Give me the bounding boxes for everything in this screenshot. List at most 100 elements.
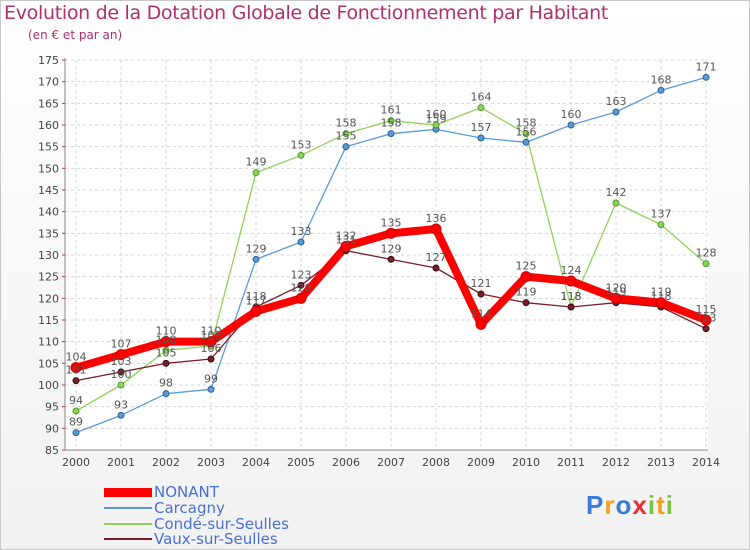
data-point	[610, 292, 622, 304]
logo-letter: i	[647, 490, 657, 520]
data-label: 120	[291, 281, 312, 294]
data-point	[387, 117, 395, 125]
data-point	[342, 130, 350, 138]
logo-letter: r	[604, 490, 616, 520]
data-point	[162, 390, 170, 398]
data-point	[612, 108, 620, 116]
y-tick-label: 170	[38, 76, 59, 89]
data-point	[297, 151, 305, 159]
data-label: 127	[426, 251, 447, 264]
data-point	[72, 377, 80, 385]
data-label: 153	[291, 138, 312, 151]
data-label: 159	[426, 112, 447, 125]
data-label: 93	[114, 398, 128, 411]
data-label: 136	[426, 212, 447, 225]
data-label: 142	[606, 186, 627, 199]
y-tick-label: 150	[38, 162, 59, 175]
legend-swatch	[104, 523, 152, 525]
data-label: 119	[516, 286, 537, 299]
logo-letter: P	[586, 490, 605, 520]
data-label: 160	[561, 108, 582, 121]
data-label: 118	[246, 290, 267, 303]
data-label: 110	[156, 325, 177, 338]
data-point	[205, 336, 217, 348]
data-label: 158	[381, 117, 402, 130]
legend-swatch	[104, 487, 152, 497]
data-label: 149	[246, 156, 267, 169]
data-label: 129	[246, 242, 267, 255]
data-label: 109	[201, 329, 222, 342]
legend-item-conde-sur-seulles: Condé-sur-Seulles	[104, 515, 289, 533]
data-point	[117, 368, 125, 376]
data-label: 171	[696, 60, 717, 73]
data-label: 118	[561, 290, 582, 303]
data-label: 103	[111, 355, 132, 368]
y-tick-label: 140	[38, 206, 59, 219]
x-tick-label: 2010	[512, 456, 540, 469]
data-label: 156	[516, 125, 537, 138]
x-tick-label: 2005	[287, 456, 315, 469]
data-point	[655, 297, 667, 309]
data-label: 125	[516, 260, 537, 273]
data-label: 132	[336, 229, 357, 242]
y-tick-label: 120	[38, 292, 59, 305]
legend-item-carcagny: Carcagny	[104, 499, 225, 517]
data-label: 131	[336, 234, 357, 247]
chart-subtitle: (en € et par an)	[28, 28, 123, 42]
data-point	[72, 429, 80, 437]
data-point	[297, 281, 305, 289]
data-point	[340, 240, 352, 252]
data-label: 119	[606, 286, 627, 299]
y-tick-label: 165	[38, 97, 59, 110]
legend-label: NONANT	[154, 483, 219, 501]
data-label: 133	[291, 225, 312, 238]
data-point	[72, 407, 80, 415]
legend-item-vaux-sur-seulles: Vaux-sur-Seulles	[104, 530, 278, 548]
data-point	[657, 221, 665, 229]
chart-title: Evolution de la Dotation Globale de Fonc…	[4, 2, 609, 24]
data-label: 119	[651, 286, 672, 299]
y-tick-label: 115	[38, 314, 59, 327]
legend-label: Condé-sur-Seulles	[154, 515, 289, 533]
y-tick-label: 85	[45, 444, 59, 457]
y-tick-label: 95	[45, 401, 59, 414]
x-tick-label: 2004	[242, 456, 270, 469]
data-point	[432, 264, 440, 272]
data-point	[700, 314, 712, 326]
data-label: 115	[696, 303, 717, 316]
data-label: 123	[291, 268, 312, 281]
data-point	[342, 143, 350, 151]
proxiti-logo: Proxiti	[586, 490, 674, 521]
data-label: 157	[471, 121, 492, 134]
data-label: 129	[381, 242, 402, 255]
data-point	[477, 290, 485, 298]
logo-letter: t	[656, 490, 666, 520]
y-tick-label: 160	[38, 119, 59, 132]
y-tick-label: 125	[38, 271, 59, 284]
data-point	[115, 349, 127, 361]
data-label: 160	[426, 108, 447, 121]
data-point	[702, 325, 710, 333]
data-label: 120	[606, 281, 627, 294]
data-point	[522, 138, 530, 146]
data-label: 101	[66, 364, 87, 377]
data-label: 158	[336, 117, 357, 130]
y-tick-label: 155	[38, 141, 59, 154]
legend-swatch	[104, 507, 152, 509]
logo-letter: i	[665, 490, 674, 520]
data-point	[520, 271, 532, 283]
data-point	[250, 305, 262, 317]
data-label: 94	[69, 394, 83, 407]
data-label: 137	[651, 208, 672, 221]
y-tick-label: 110	[38, 336, 59, 349]
data-point	[432, 121, 440, 129]
data-point	[387, 255, 395, 263]
legend-item-nonant: NONANT	[104, 483, 219, 501]
x-tick-label: 2014	[692, 456, 720, 469]
data-point	[117, 381, 125, 389]
data-point	[252, 255, 260, 263]
x-tick-label: 2006	[332, 456, 360, 469]
legend-swatch	[104, 538, 152, 540]
data-point	[565, 275, 577, 287]
data-point	[162, 359, 170, 367]
